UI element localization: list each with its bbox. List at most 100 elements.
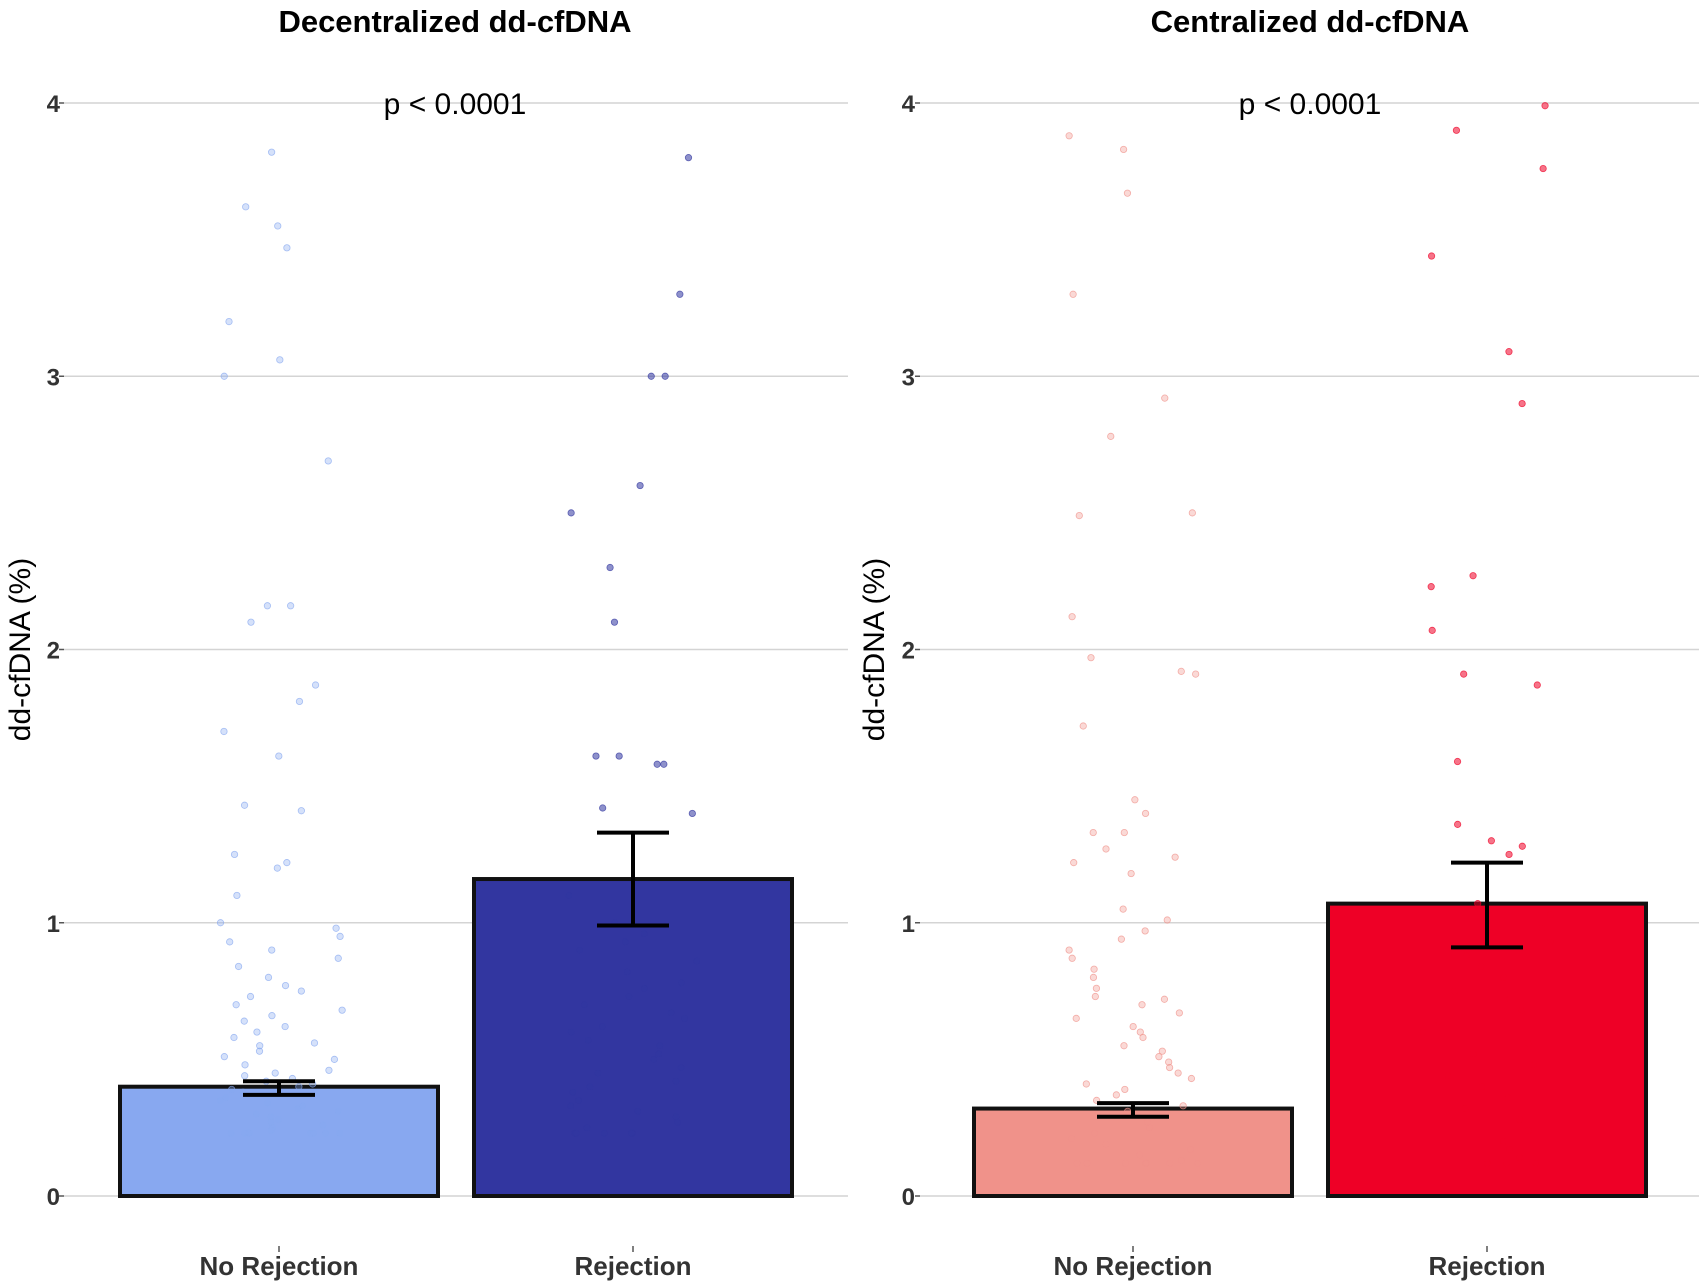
data-point (1453, 757, 1462, 766)
data-point (1505, 850, 1513, 859)
p-value-annotation: p < 0.0001 (384, 88, 527, 121)
data-point (580, 1001, 588, 1009)
data-point (230, 850, 239, 859)
y-tick-label: 2 (902, 638, 915, 665)
data-point (1129, 1022, 1137, 1031)
data-point (1539, 164, 1547, 173)
bar-no-rejection (118, 1084, 440, 1198)
data-point (295, 697, 304, 706)
data-point (655, 1050, 663, 1058)
data-point (1119, 145, 1128, 154)
data-point (1505, 1145, 1514, 1154)
data-point (216, 919, 225, 927)
data-point (598, 1022, 606, 1031)
data-point (1547, 910, 1555, 919)
data-point (1155, 1053, 1163, 1061)
data-point (253, 1028, 261, 1036)
data-point (1067, 1135, 1076, 1143)
data-point (220, 727, 228, 736)
data-point (615, 752, 623, 760)
data-point (245, 1129, 253, 1137)
data-point (246, 992, 255, 1001)
data-point (1082, 1080, 1090, 1088)
data-point (1451, 987, 1459, 995)
data-point (283, 244, 291, 252)
data-point (241, 1061, 249, 1069)
data-point (567, 509, 575, 517)
data-point (334, 1107, 342, 1115)
data-point (273, 864, 281, 872)
data-point (268, 946, 276, 954)
data-point (1461, 1104, 1469, 1113)
data-point (319, 1121, 327, 1129)
data-point (567, 1102, 575, 1110)
data-point (1463, 951, 1471, 960)
chart-title: Decentralized dd-cfDNA (278, 4, 631, 39)
data-point (1541, 102, 1549, 110)
data-point (263, 1099, 272, 1107)
data-point (297, 987, 305, 995)
y-tick-label: 3 (902, 364, 915, 391)
data-point (583, 1124, 591, 1132)
data-point (621, 938, 629, 946)
data-point (256, 1042, 264, 1050)
data-point (1427, 583, 1435, 591)
data-point (1091, 1129, 1099, 1137)
data-point (1072, 1014, 1080, 1022)
data-point (234, 962, 243, 971)
data-point (656, 1042, 664, 1050)
data-point (1452, 126, 1461, 134)
data-point (240, 801, 249, 809)
data-point (1469, 572, 1477, 580)
data-point (1166, 1159, 1174, 1167)
data-point (1515, 1115, 1524, 1124)
data-point (255, 1047, 264, 1055)
data-point (1092, 984, 1101, 992)
data-point (1504, 1094, 1512, 1102)
data-point (661, 372, 669, 380)
data-point (660, 760, 668, 768)
data-point (1120, 1042, 1128, 1050)
data-point (225, 317, 233, 326)
data-point (1145, 1124, 1154, 1132)
category-label: No Rejection (1054, 1251, 1213, 1281)
data-point (1161, 394, 1169, 402)
data-point (584, 1036, 592, 1044)
data-point (1474, 900, 1482, 908)
data-point (263, 602, 272, 610)
data-point (693, 957, 701, 965)
data-point (1070, 859, 1078, 867)
data-point (1194, 1159, 1202, 1167)
data-point (311, 681, 320, 689)
y-tick-label: 2 (47, 638, 60, 665)
data-point (1075, 512, 1083, 520)
data-point (634, 1107, 642, 1115)
data-point (1123, 189, 1132, 197)
data-point (1089, 973, 1098, 982)
data-point (294, 1104, 302, 1113)
data-point (600, 1129, 608, 1137)
data-point (684, 154, 693, 162)
data-point (1165, 1058, 1173, 1066)
data-point (1124, 1107, 1132, 1115)
data-point (227, 1129, 235, 1137)
data-point (1524, 1126, 1532, 1135)
data-point (1121, 1159, 1130, 1167)
data-point (572, 1129, 580, 1137)
data-point (1136, 1151, 1144, 1159)
data-point (297, 807, 305, 815)
data-point (1090, 965, 1098, 973)
data-point (1091, 992, 1099, 1001)
data-point (688, 809, 696, 818)
data-point (264, 973, 273, 982)
data-point (1141, 927, 1149, 935)
chart-title: Centralized dd-cfDNA (1151, 4, 1470, 39)
data-point (576, 946, 584, 954)
data-point (1079, 722, 1087, 730)
data-point (594, 1069, 602, 1077)
data-point (672, 1077, 680, 1085)
data-point (310, 1129, 318, 1137)
data-point (1419, 1028, 1427, 1036)
data-point (1163, 916, 1171, 924)
y-axis-label: dd-cfDNA (%) (4, 558, 37, 741)
